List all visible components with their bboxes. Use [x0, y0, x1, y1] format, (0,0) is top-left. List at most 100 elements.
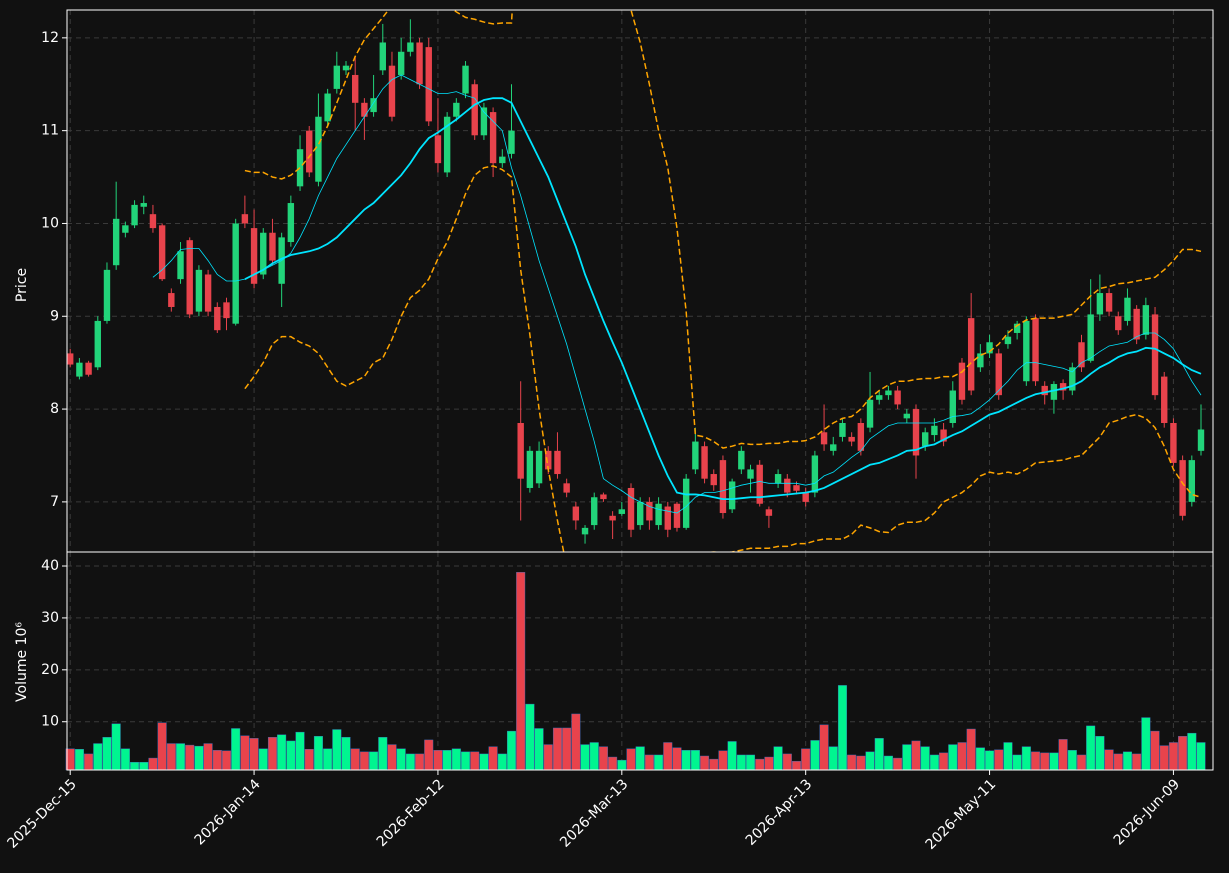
volume-bar: [350, 748, 360, 771]
candle-body: [885, 390, 892, 396]
candle-body: [453, 102, 460, 117]
overlay-line: [152, 74, 1202, 514]
candle-body: [922, 432, 929, 447]
candle-body: [563, 483, 570, 493]
candle-body: [940, 429, 947, 442]
volume-bar: [203, 743, 213, 771]
volume-bar: [1067, 750, 1077, 771]
candle-body: [1133, 308, 1140, 340]
candle-body: [158, 225, 166, 280]
candle-body: [177, 251, 184, 280]
overlay-line: [244, 97, 1202, 500]
candle-body: [986, 342, 993, 354]
candle-body: [600, 494, 607, 500]
candle-body: [747, 469, 754, 479]
candle-body: [682, 478, 690, 528]
volume-bar: [957, 742, 967, 771]
volume-bar: [874, 738, 884, 771]
candle-body: [637, 501, 644, 526]
volume-bar: [966, 728, 976, 771]
candle-body: [820, 432, 828, 445]
volume-bar: [589, 742, 599, 771]
candle-body: [333, 65, 341, 89]
volume-bar: [1076, 754, 1086, 771]
candle-body: [324, 93, 331, 122]
volume-bar: [672, 747, 682, 771]
candle-body: [1197, 429, 1205, 451]
volume-bar: [194, 745, 204, 771]
candle-body: [728, 481, 736, 510]
candle-body: [572, 506, 580, 521]
volume-bar: [249, 738, 259, 771]
volume-bar: [562, 727, 572, 771]
marks: [65, 19, 1206, 771]
candle-body: [67, 353, 74, 365]
candle-body: [1023, 320, 1030, 382]
candle-body: [471, 84, 478, 136]
candle-body: [1161, 376, 1168, 423]
overlay-line: [244, 165, 1202, 552]
candle-body: [315, 116, 322, 182]
volume-bar: [74, 749, 84, 771]
volume-bar: [755, 758, 765, 771]
candle-body: [664, 506, 671, 530]
volume-bar: [1086, 725, 1096, 771]
candle-body: [379, 42, 386, 71]
candle-body: [609, 515, 616, 521]
volume-bar: [396, 748, 406, 771]
volume-bar: [856, 755, 866, 771]
candle-body: [793, 485, 800, 491]
volume-bar: [120, 748, 130, 771]
volume-bar: [893, 757, 903, 771]
candle-body: [499, 156, 506, 164]
volume-axis-label: Volume 10⁶: [14, 622, 30, 702]
volume-bar: [93, 743, 103, 771]
volume-bar: [424, 739, 434, 771]
candle-body: [287, 203, 295, 243]
volume-bar: [139, 762, 149, 771]
volume-bar: [819, 724, 829, 771]
candle-body: [1188, 460, 1196, 502]
volume-bar: [1178, 736, 1188, 771]
volume-bar: [442, 750, 452, 771]
volume-bar: [1058, 739, 1068, 771]
candle-body: [434, 135, 442, 164]
volume-bar: [948, 744, 958, 771]
volume-bar: [709, 758, 719, 771]
volume-bar: [837, 685, 847, 771]
volume-bar: [534, 728, 544, 771]
volume-bar: [497, 753, 507, 771]
volume-bar: [525, 703, 535, 771]
y-tick-label: 7: [50, 494, 59, 510]
candle-body: [1124, 297, 1131, 321]
candle-body: [738, 450, 745, 470]
volume-bar: [488, 746, 498, 771]
volume-bar: [571, 713, 581, 771]
volume-bar: [286, 740, 296, 771]
overlays: [152, 10, 1202, 552]
candle-body: [462, 65, 469, 94]
volume-bar: [1031, 751, 1041, 771]
candle-body: [857, 422, 865, 451]
volume-bar: [883, 755, 893, 771]
candle-body: [195, 269, 203, 312]
candle-body: [830, 444, 837, 451]
volume-bar: [1196, 742, 1206, 771]
candle-body: [701, 446, 708, 479]
volume-bar: [791, 760, 801, 771]
candle-body: [876, 395, 883, 400]
candle-body: [591, 497, 598, 526]
volume-bar: [369, 751, 379, 771]
y-tick-label: 9: [50, 308, 59, 324]
candle-body: [545, 450, 552, 470]
volume-bar: [635, 746, 645, 771]
volume-bar: [176, 743, 186, 771]
candle-body: [1105, 293, 1113, 312]
candle-body: [802, 492, 809, 502]
volume-bar: [690, 750, 700, 771]
volume-bar: [847, 754, 857, 771]
candle-body: [76, 362, 83, 377]
candle-body: [223, 302, 230, 319]
candle-body: [85, 362, 92, 375]
